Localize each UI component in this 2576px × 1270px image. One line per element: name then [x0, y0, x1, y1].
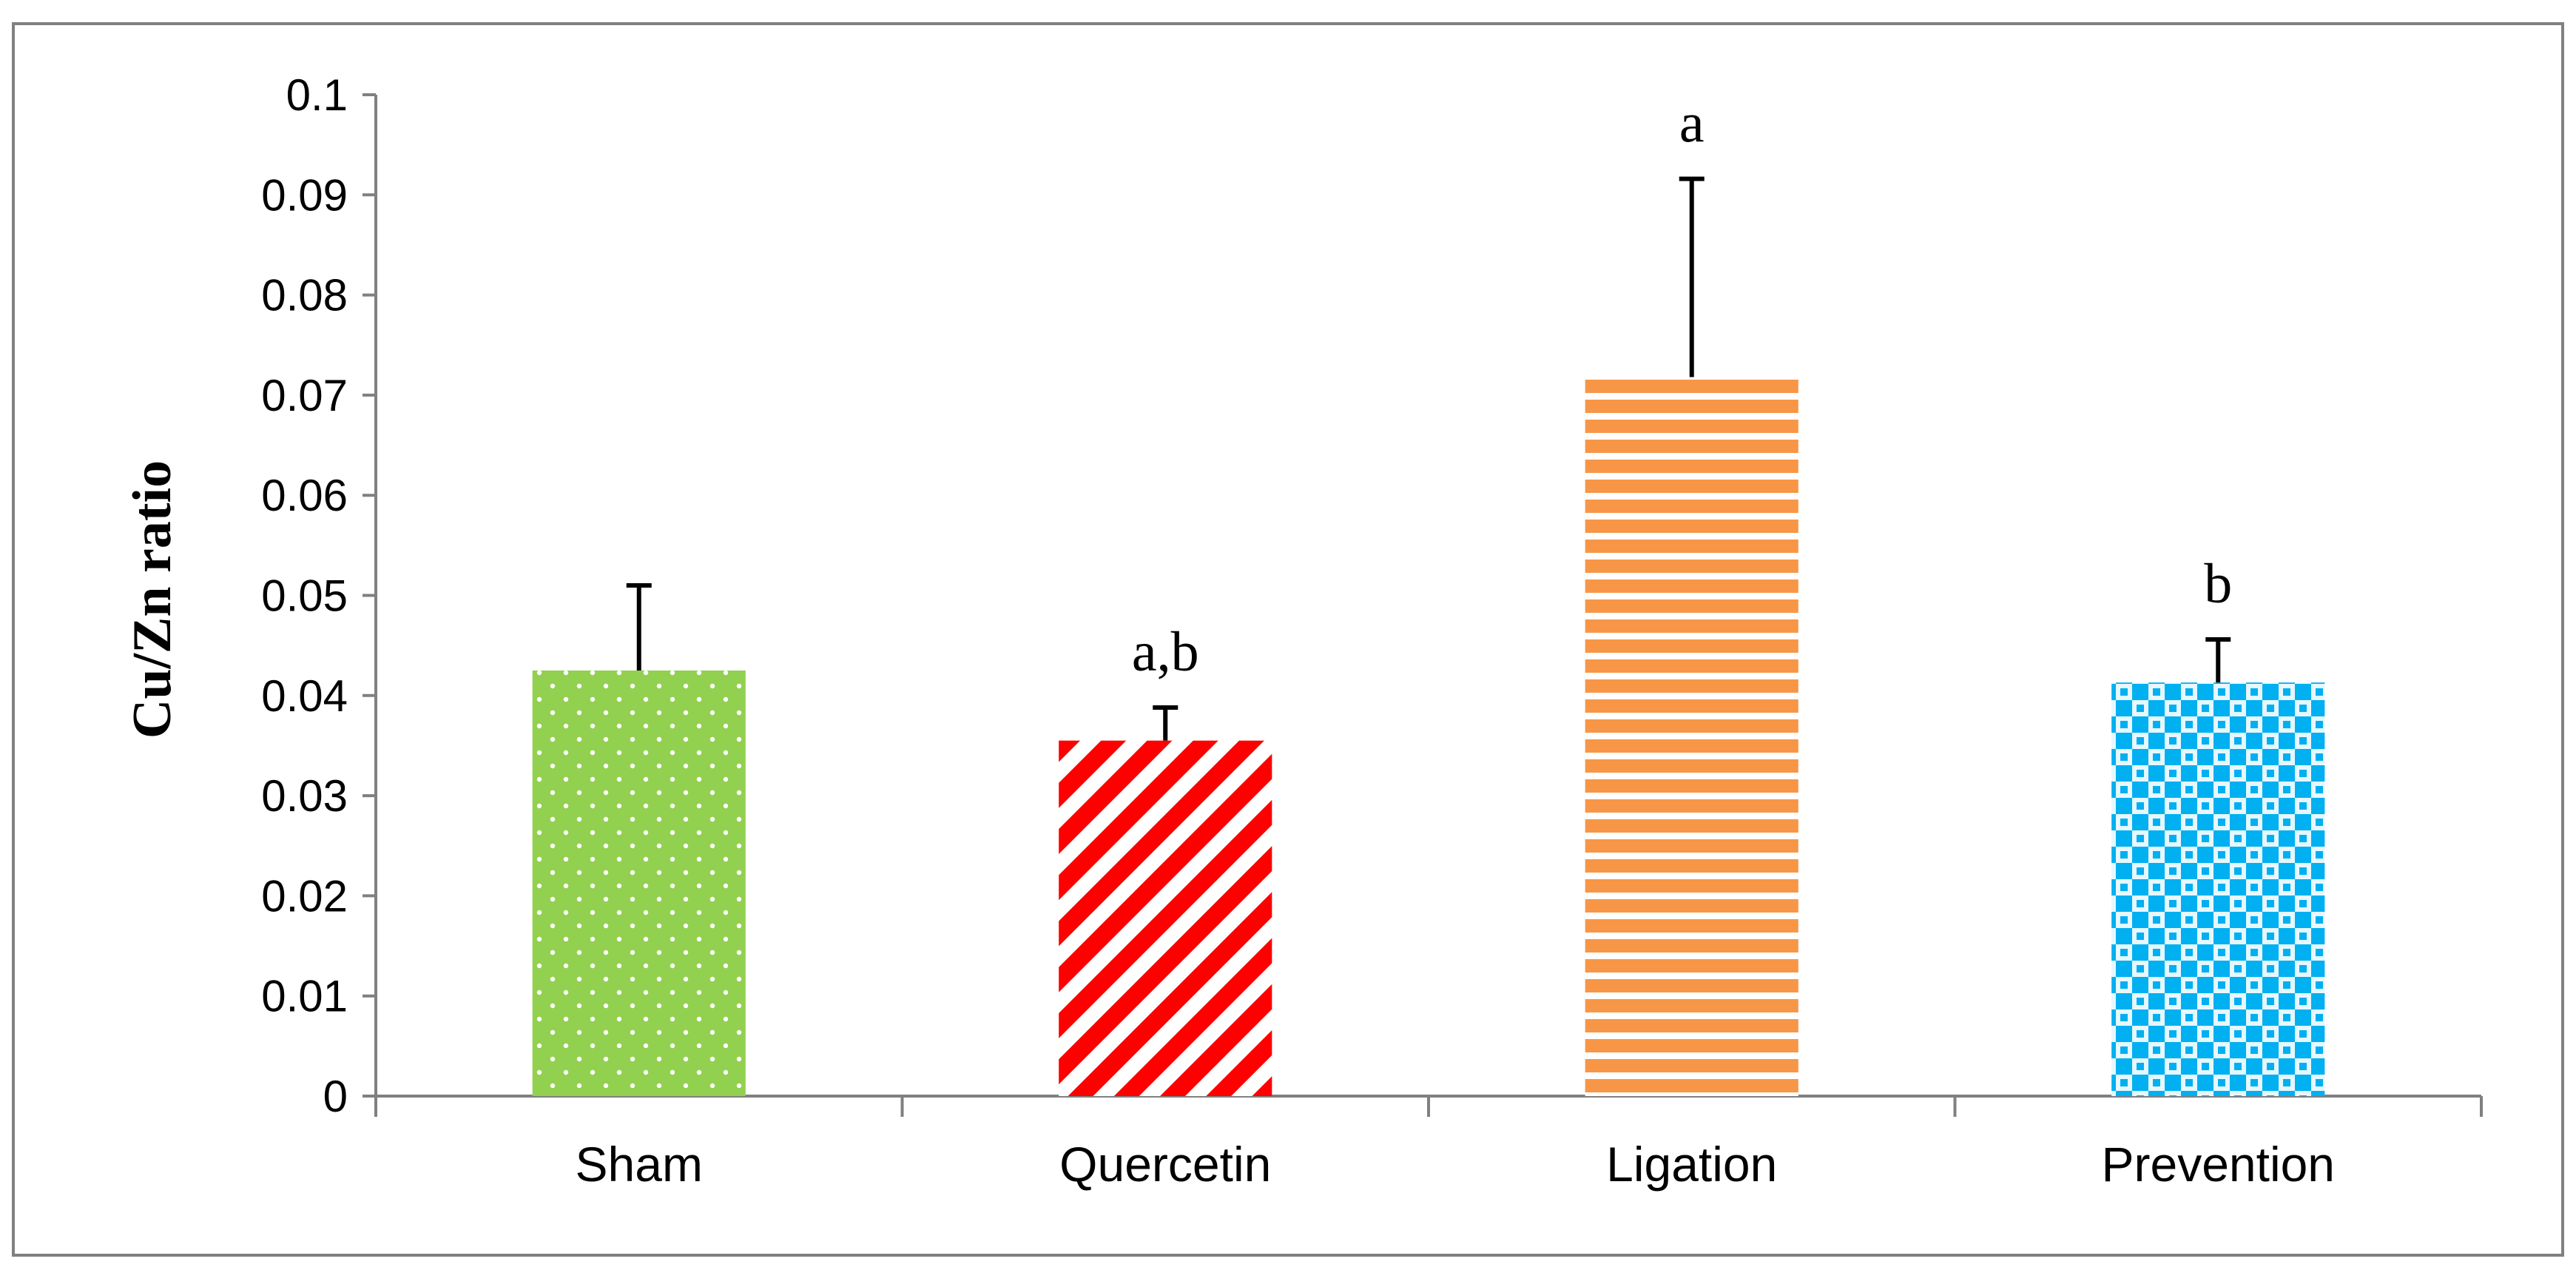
y-tick-label: 0.01: [261, 972, 348, 1021]
x-tick-label-quercetin: Quercetin: [1059, 1137, 1271, 1192]
y-axis-title: Cu/Zn ratio: [122, 460, 183, 739]
bars: [532, 377, 2325, 1096]
y-tick-label: 0.06: [261, 471, 348, 520]
x-tick-label-sham: Sham: [576, 1137, 703, 1192]
significance-label-ligation: a: [1679, 93, 1705, 155]
significance-label-quercetin: a,b: [1132, 621, 1199, 683]
y-tick-label: 0.05: [261, 571, 348, 621]
significance-label-prevention: b: [2204, 553, 2232, 615]
y-tick-label: 0.02: [261, 871, 348, 921]
y-tick-label: 0.09: [261, 170, 348, 220]
significance-labels: a,b a b: [1132, 93, 2232, 683]
x-tick-label-ligation: Ligation: [1606, 1137, 1777, 1192]
error-bars: [626, 176, 2231, 741]
x-tick-label-prevention: Prevention: [2101, 1137, 2335, 1192]
bar-prevention: [2111, 682, 2325, 1096]
y-tick-label: 0.1: [286, 70, 348, 120]
bar-ligation: [1585, 377, 1798, 1096]
y-tick-label: 0: [323, 1072, 348, 1121]
y-tick-label: 0.04: [261, 671, 348, 721]
bar-quercetin: [1059, 740, 1272, 1096]
y-axis: 0 0.01 0.02 0.03 0.04 0.05 0.06 0.07 0.08 0.09 0.1: [261, 70, 377, 1121]
y-tick-label: 0.07: [261, 371, 348, 420]
y-tick-label: 0.08: [261, 271, 348, 320]
y-tick-label: 0.03: [261, 771, 348, 821]
bar-sham: [532, 670, 746, 1096]
